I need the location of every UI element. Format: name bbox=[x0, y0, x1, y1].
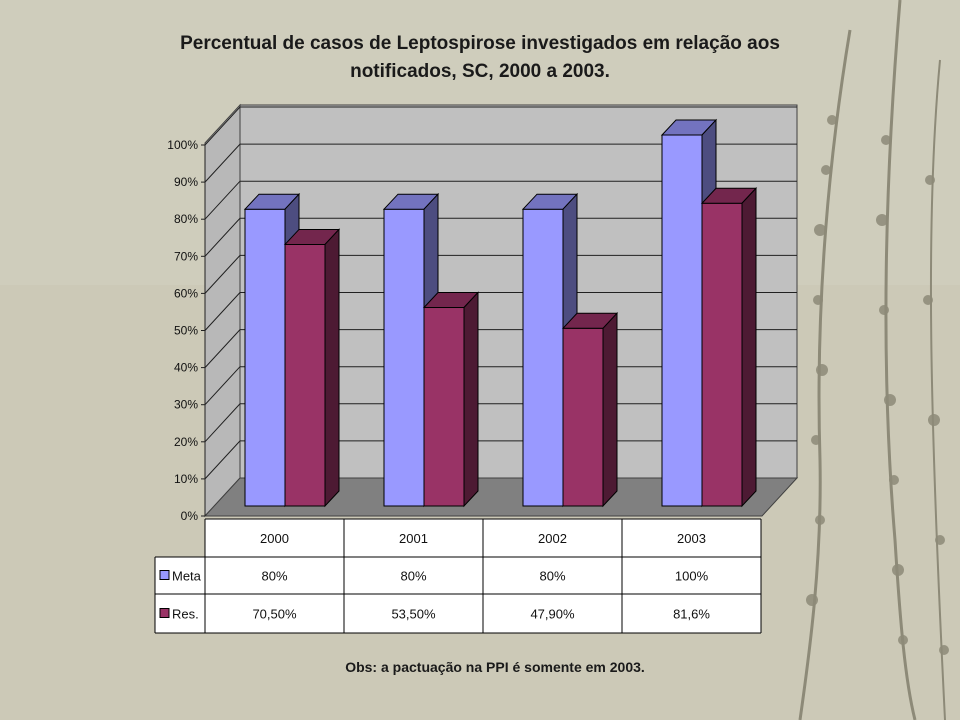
bar-meta-2003 bbox=[661, 134, 703, 507]
y-tick-label: 80% bbox=[174, 212, 198, 226]
legend-swatch-meta bbox=[159, 570, 170, 580]
gridline bbox=[204, 143, 797, 183]
data-label: 47,90% bbox=[530, 607, 575, 622]
data-label: 81,6% bbox=[673, 607, 710, 622]
x-category-label: 2000 bbox=[260, 531, 289, 546]
bar-res-2001 bbox=[423, 307, 465, 507]
y-tick-label: 100% bbox=[167, 138, 198, 152]
bar-side bbox=[741, 186, 757, 508]
legend-swatch-res bbox=[159, 608, 170, 618]
bar-res-2000 bbox=[284, 243, 326, 507]
title-line-2: notificados, SC, 2000 a 2003. bbox=[350, 61, 610, 82]
gridline bbox=[204, 217, 797, 257]
y-tick-label: 30% bbox=[174, 398, 198, 412]
bar-side bbox=[463, 291, 479, 508]
bar-res-2003 bbox=[701, 202, 743, 507]
gridline bbox=[204, 254, 797, 294]
y-tick-label: 90% bbox=[174, 175, 198, 189]
bar-meta-2000 bbox=[244, 208, 286, 507]
bar-res-2002 bbox=[562, 327, 604, 507]
bar-side bbox=[602, 312, 618, 508]
x-category-label: 2003 bbox=[677, 531, 706, 546]
y-tick-label: 50% bbox=[174, 324, 198, 338]
data-label: 70,50% bbox=[252, 607, 297, 622]
plot-floor bbox=[203, 477, 799, 517]
bar-meta-2001 bbox=[383, 208, 425, 507]
y-tick-label: 70% bbox=[174, 249, 198, 263]
plot-side-wall bbox=[204, 103, 241, 518]
data-label: 80% bbox=[539, 569, 565, 584]
y-tick-label: 20% bbox=[174, 435, 198, 449]
gridline bbox=[204, 106, 797, 146]
y-tick-label: 0% bbox=[181, 509, 199, 523]
y-tick-label: 10% bbox=[174, 472, 198, 486]
legend-label: Res. bbox=[172, 607, 199, 622]
data-label: 53,50% bbox=[391, 607, 436, 622]
bar-side bbox=[324, 228, 340, 508]
bar-meta-2002 bbox=[522, 208, 564, 507]
y-tick-label: 60% bbox=[174, 286, 198, 300]
gridline bbox=[204, 180, 797, 220]
data-label: 80% bbox=[261, 569, 287, 584]
data-label: 80% bbox=[400, 569, 426, 584]
footnote: Obs: a pactuação na PPI é somente em 200… bbox=[345, 659, 645, 675]
y-tick-label: 40% bbox=[174, 361, 198, 375]
chart-title: Percentual de casos de Leptospirose inve… bbox=[60, 30, 900, 86]
title-line-1: Percentual de casos de Leptospirose inve… bbox=[180, 33, 780, 54]
table-body-bg bbox=[155, 557, 761, 633]
legend-label: Meta bbox=[172, 569, 202, 584]
x-category-label: 2002 bbox=[538, 531, 567, 546]
x-category-label: 2001 bbox=[399, 531, 428, 546]
gridline bbox=[204, 292, 797, 331]
data-label: 100% bbox=[675, 569, 709, 584]
